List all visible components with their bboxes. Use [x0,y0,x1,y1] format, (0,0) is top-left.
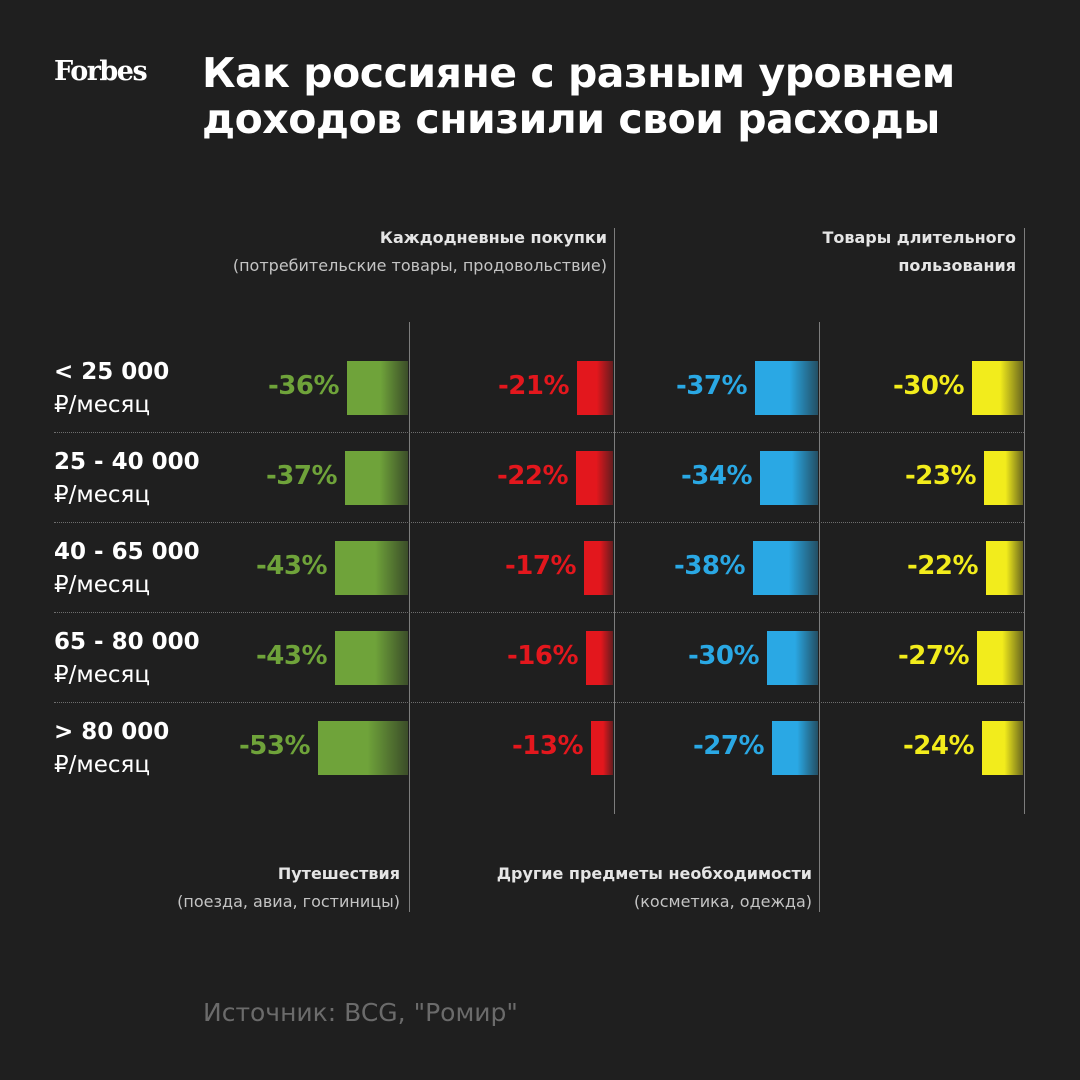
value-label-other-row-3: -38% [673,551,746,581]
income-unit: ₽/месяц [54,482,151,508]
value-label-other-row-5: -27% [692,731,765,761]
header-other-title: Другие предметы необходимости [496,864,812,883]
income-label-2: 25 - 40 000 ₽/месяц [54,446,200,512]
bar-other-row-3 [753,541,818,595]
column-line-durable [1024,228,1025,814]
column-line-travel [409,322,410,912]
header-other-subtitle: (косметика, одежда) [634,892,812,911]
bar-travel-row-3 [335,541,408,595]
value-label-other-row-1: -37% [675,371,748,401]
bar-travel-row-5 [318,721,408,775]
title-line-1: Как россияне с разным уровнем [202,49,955,97]
header-travel: Путешествия (поезда, авиа, гостиницы) [177,860,400,916]
value-label-durable-row-3: -22% [906,551,979,581]
value-label-other-row-2: -34% [680,461,753,491]
value-label-everyday-row-1: -21% [497,371,570,401]
value-label-durable-row-2: -23% [904,461,977,491]
title-line-2: доходов снизили свои расходы [202,95,940,143]
value-label-travel-row-5: -53% [238,731,311,761]
column-line-everyday [614,228,615,814]
bar-everyday-row-2 [576,451,613,505]
header-travel-subtitle: (поезда, авиа, гостиницы) [177,892,400,911]
header-durable: Товары длительного пользования [822,224,1016,280]
bar-travel-row-2 [345,451,408,505]
value-label-everyday-row-3: -17% [504,551,577,581]
header-durable-title: Товары длительного [822,228,1016,247]
bar-durable-row-4 [977,631,1023,685]
value-label-travel-row-1: -36% [267,371,340,401]
value-label-everyday-row-5: -13% [511,731,584,761]
bar-everyday-row-3 [584,541,613,595]
value-label-travel-row-3: -43% [255,551,328,581]
bar-everyday-row-5 [591,721,613,775]
bar-durable-row-5 [982,721,1023,775]
row-separator [54,432,1024,433]
bar-other-row-5 [772,721,818,775]
bar-durable-row-3 [986,541,1023,595]
bar-everyday-row-4 [586,631,613,685]
income-label-4: 65 - 80 000 ₽/месяц [54,626,200,692]
value-label-other-row-4: -30% [687,641,760,671]
income-range: < 25 000 [54,359,170,385]
header-travel-title: Путешествия [277,864,400,883]
value-label-everyday-row-2: -22% [496,461,569,491]
bar-travel-row-1 [347,361,408,415]
bar-durable-row-2 [984,451,1023,505]
value-label-durable-row-4: -27% [897,641,970,671]
header-other: Другие предметы необходимости (косметика… [497,860,812,916]
column-line-other [819,322,820,912]
value-label-travel-row-4: -43% [255,641,328,671]
row-separator [54,522,1024,523]
header-everyday-subtitle: (потребительские товары, продовольствие) [232,256,607,275]
value-label-everyday-row-4: -16% [506,641,579,671]
bar-other-row-4 [767,631,818,685]
header-everyday-title: Каждодневные покупки [379,228,607,247]
income-unit: ₽/месяц [54,752,151,778]
source-note: Источник: BCG, "Ромир" [203,998,518,1027]
chart-title: Как россияне с разным уровнем доходов сн… [202,50,1062,142]
value-label-durable-row-1: -30% [892,371,965,401]
bar-durable-row-1 [972,361,1023,415]
income-label-1: < 25 000 ₽/месяц [54,356,169,422]
row-separator [54,612,1024,613]
income-range: 40 - 65 000 [54,539,200,565]
bar-everyday-row-1 [577,361,613,415]
income-range: 25 - 40 000 [54,449,200,475]
income-range: > 80 000 [54,719,170,745]
row-separator [54,702,1024,703]
header-everyday: Каждодневные покупки (потребительские то… [233,224,607,280]
bar-other-row-1 [755,361,818,415]
income-range: 65 - 80 000 [54,629,200,655]
income-unit: ₽/месяц [54,392,151,418]
income-unit: ₽/месяц [54,662,151,688]
value-label-durable-row-5: -24% [902,731,975,761]
header-durable-subtitle: пользования [898,256,1016,275]
bar-travel-row-4 [335,631,408,685]
income-unit: ₽/месяц [54,572,151,598]
bar-other-row-2 [760,451,818,505]
income-label-5: > 80 000 ₽/месяц [54,716,169,782]
income-label-3: 40 - 65 000 ₽/месяц [54,536,200,602]
value-label-travel-row-2: -37% [265,461,338,491]
forbes-logo: Forbes [54,56,148,87]
